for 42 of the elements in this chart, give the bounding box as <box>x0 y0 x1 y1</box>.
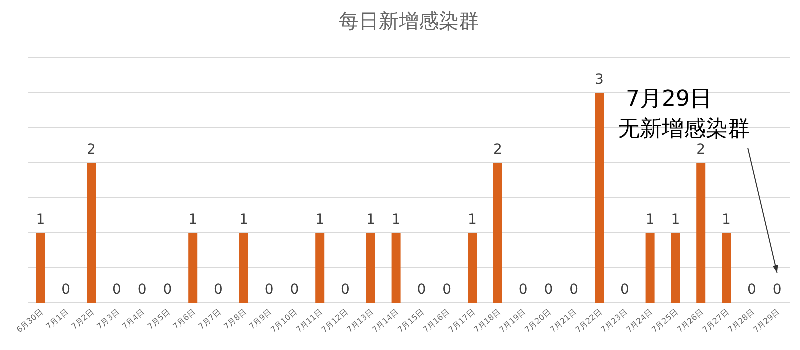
data-label: 0 <box>138 282 147 298</box>
data-label: 1 <box>671 212 680 228</box>
data-label: 1 <box>646 212 655 228</box>
data-label: 2 <box>696 142 706 158</box>
data-label: 0 <box>112 282 122 298</box>
x-tick-label: 7月4日 <box>120 308 147 332</box>
x-tick-label: 7月7日 <box>196 308 223 332</box>
data-label: 1 <box>468 212 477 228</box>
data-label: 2 <box>87 142 96 158</box>
data-label: 0 <box>264 282 274 298</box>
data-label: 0 <box>544 282 554 298</box>
x-tick-label: 6月30日 <box>15 308 45 335</box>
data-label: 0 <box>570 282 579 298</box>
data-label: 0 <box>747 282 756 298</box>
x-tick-label: 7月5日 <box>146 308 172 332</box>
data-label: 1 <box>366 212 376 228</box>
x-tick-label: 7月8日 <box>222 308 248 332</box>
data-label: 1 <box>722 212 731 228</box>
data-label: 0 <box>772 282 782 298</box>
x-tick-label: 7月3日 <box>95 308 122 332</box>
data-label: 0 <box>442 282 452 298</box>
data-label: 3 <box>595 72 604 88</box>
data-label: 1 <box>316 212 325 228</box>
annotation: 无新增感染群 <box>618 117 750 142</box>
data-label: 1 <box>188 212 198 228</box>
data-label: 0 <box>214 282 223 298</box>
data-label: 0 <box>62 282 71 298</box>
annotation: 7月29日 <box>626 87 712 112</box>
data-label: 0 <box>518 282 528 298</box>
data-label: 1 <box>36 212 46 228</box>
data-label: 1 <box>392 212 401 228</box>
data-label: 0 <box>290 282 300 298</box>
data-label: 1 <box>239 212 248 228</box>
data-label: 0 <box>417 282 426 298</box>
data-label: 2 <box>493 142 502 158</box>
x-tick-label: 7月6日 <box>172 308 198 332</box>
data-label: 0 <box>620 282 630 298</box>
data-label: 0 <box>163 282 172 298</box>
x-tick-label: 7月2日 <box>70 308 96 332</box>
chart-title: 每日新增感染群 <box>339 9 479 33</box>
x-tick-label: 7月1日 <box>44 308 70 332</box>
data-label: 0 <box>341 282 350 298</box>
